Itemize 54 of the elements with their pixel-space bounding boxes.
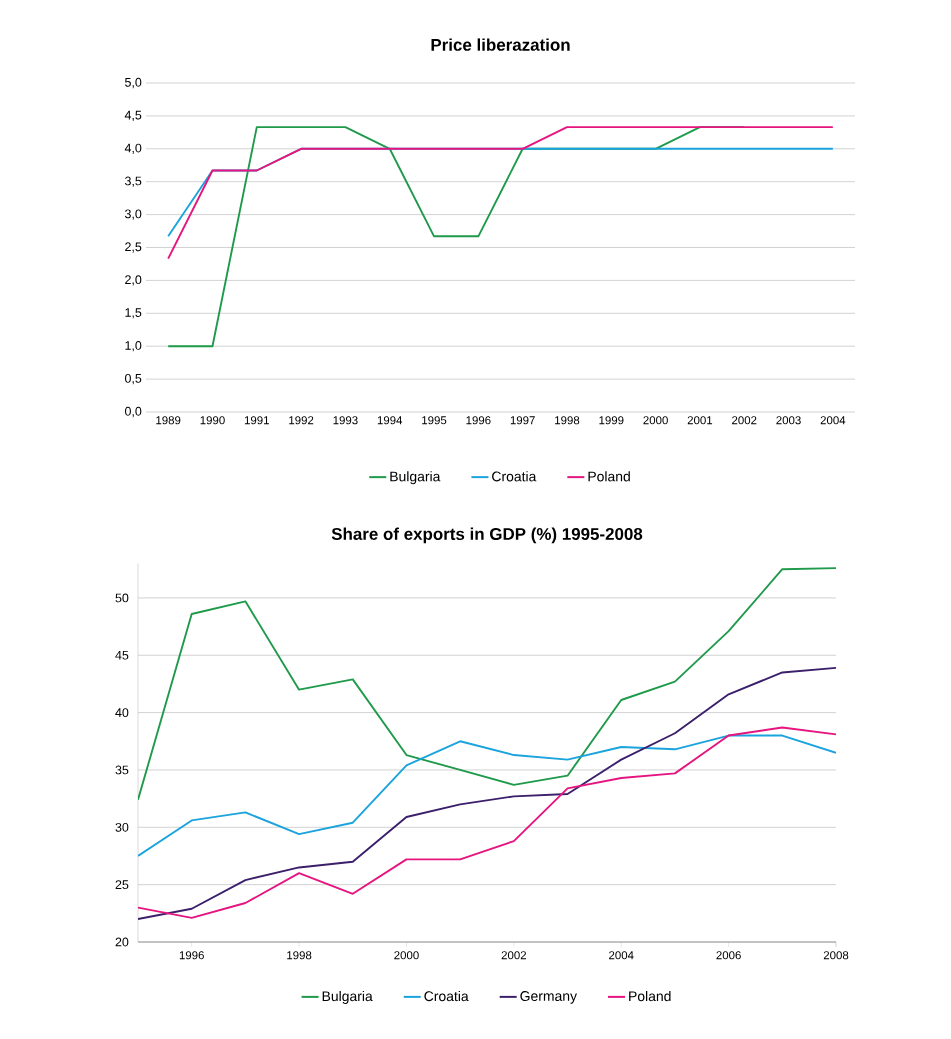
x-tick-label: 1996	[179, 951, 204, 960]
x-tick-label: 2008	[823, 951, 849, 960]
y-tick-label: 4,5	[124, 110, 142, 121]
x-tick-label: 2003	[776, 416, 801, 425]
y-tick-label: 35	[115, 765, 129, 775]
chart-title: Price liberazation	[431, 38, 570, 51]
legend-label: Croatia	[424, 990, 469, 1002]
x-tick-label: 1994	[377, 416, 403, 425]
chart-title: Share of exports in GDP (%) 1995-2008	[331, 527, 643, 544]
x-tick-label: 1999	[599, 416, 624, 425]
y-tick-label: 0,0	[124, 406, 142, 418]
x-tick-label: 2004	[609, 951, 634, 960]
legend-label: Croatia	[492, 471, 537, 482]
y-tick-label: 2,0	[125, 275, 142, 286]
legend-label: Poland	[588, 471, 630, 482]
x-tick-label: 1996	[466, 416, 491, 425]
line-series	[138, 726, 837, 919]
x-tick-label: 1992	[289, 416, 314, 425]
legend-label: Bulgaria	[322, 990, 373, 1004]
y-tick-label: 5,0	[125, 77, 142, 89]
y-tick-label: 50	[115, 593, 129, 603]
y-tick-label: 2,5	[125, 242, 142, 253]
line-series	[138, 666, 837, 921]
y-tick-label: 3,5	[124, 176, 142, 187]
x-tick-label: 1993	[333, 416, 358, 425]
line-series	[138, 567, 837, 801]
y-tick-label: 30	[115, 822, 129, 832]
x-tick-label: 2000	[394, 951, 419, 960]
x-tick-label: 2001	[687, 416, 713, 425]
y-tick-label: 40	[115, 708, 129, 718]
x-tick-label: 1998	[555, 416, 580, 425]
x-tick-label: 1998	[287, 951, 312, 960]
y-tick-label: 45	[115, 650, 129, 660]
x-tick-label: 1997	[510, 416, 535, 425]
x-tick-label: 1991	[244, 416, 269, 425]
x-tick-label: 2002	[732, 416, 757, 425]
y-tick-label: 25	[115, 880, 129, 890]
line-series	[138, 734, 837, 857]
y-tick-label: 3,0	[124, 209, 142, 220]
y-tick-label: 0,5	[124, 373, 142, 385]
y-tick-label: 1,5	[125, 308, 142, 319]
x-tick-label: 2000	[643, 416, 668, 425]
y-tick-label: 20	[115, 937, 129, 947]
legend-label: Germany	[520, 991, 577, 1004]
x-tick-label: 1989	[156, 416, 181, 425]
y-tick-label: 1,0	[125, 341, 142, 352]
x-tick-label: 1995	[422, 416, 447, 425]
y-tick-label: 4,0	[124, 143, 142, 154]
x-tick-label: 2006	[716, 951, 741, 960]
legend-label: Bulgaria	[390, 471, 441, 485]
x-tick-label: 2002	[501, 951, 527, 960]
x-tick-label: 1990	[200, 416, 225, 425]
x-tick-label: 2004	[820, 416, 846, 425]
legend-label: Poland	[629, 990, 671, 1002]
